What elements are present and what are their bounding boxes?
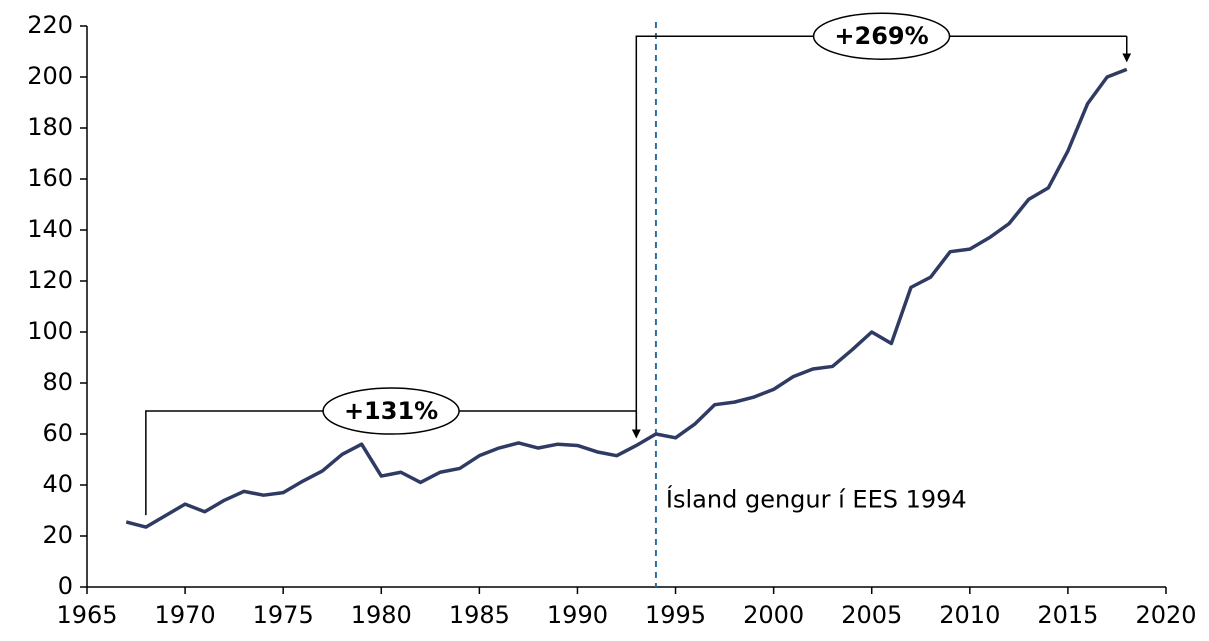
y-tick-label: 180 <box>27 113 73 141</box>
bracket <box>145 410 637 516</box>
y-tick-label: 60 <box>42 419 73 447</box>
x-tick-label: 1965 <box>56 601 117 629</box>
y-tick-label: 40 <box>42 470 73 498</box>
y-tick-label: 20 <box>42 521 73 549</box>
y-tick-label: 200 <box>27 62 73 90</box>
y-tick-label: 0 <box>58 572 73 600</box>
y-tick-label: 160 <box>27 164 73 192</box>
annotation-label: +131% <box>344 397 438 425</box>
x-tick-label: 2015 <box>1037 601 1098 629</box>
x-tick-label: 2010 <box>939 601 1000 629</box>
y-tick-label: 220 <box>27 11 73 39</box>
event-label: Ísland gengur í EES 1994 <box>666 484 967 513</box>
y-tick-label: 140 <box>27 215 73 243</box>
data-line <box>125 67 1128 529</box>
annotation-bubble <box>812 12 951 60</box>
x-tick-label: 1985 <box>449 601 510 629</box>
x-tick-label: 1980 <box>351 601 412 629</box>
bracket <box>635 35 1127 434</box>
annotation-bubble <box>322 387 460 435</box>
x-tick-label: 1975 <box>253 601 314 629</box>
annotation-label: +269% <box>834 22 928 50</box>
x-tick-label: 2005 <box>841 601 902 629</box>
x-tick-label: 1970 <box>155 601 216 629</box>
y-tick-label: 120 <box>27 266 73 294</box>
x-tick-label: 2020 <box>1135 601 1196 629</box>
y-tick-label: 80 <box>42 368 73 396</box>
x-tick-label: 1990 <box>547 601 608 629</box>
x-tick-label: 1995 <box>645 601 706 629</box>
y-tick-label: 100 <box>27 317 73 345</box>
x-tick-label: 2000 <box>743 601 804 629</box>
